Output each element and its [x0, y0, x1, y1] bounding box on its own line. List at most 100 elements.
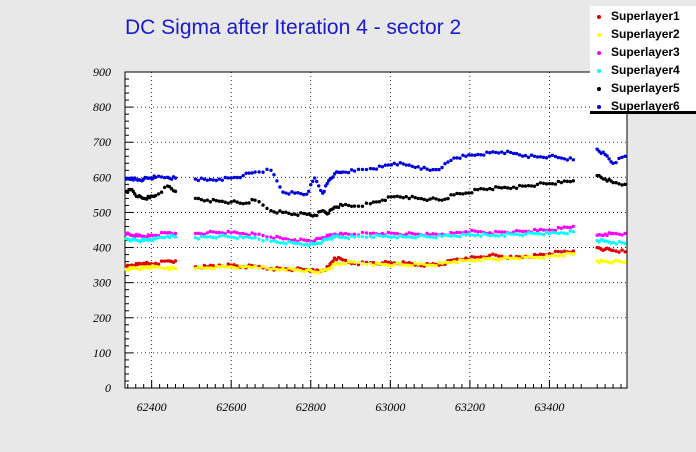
data-point	[173, 235, 178, 239]
data-point	[343, 231, 348, 236]
data-point	[514, 232, 519, 236]
data-point	[125, 190, 130, 195]
data-point	[395, 261, 399, 265]
data-point	[511, 232, 516, 236]
data-point	[416, 262, 420, 267]
data-point	[562, 231, 567, 235]
data-point	[229, 265, 233, 269]
data-point	[217, 177, 221, 181]
data-point	[502, 255, 507, 259]
legend-label: Superlayer2	[611, 27, 680, 41]
data-point	[211, 197, 216, 202]
data-point	[329, 237, 334, 241]
data-point	[488, 151, 492, 155]
data-point	[360, 167, 365, 172]
data-point	[526, 254, 531, 259]
data-point	[523, 232, 528, 236]
data-point	[494, 257, 498, 262]
data-point	[299, 242, 303, 246]
data-point	[395, 163, 399, 167]
data-point	[275, 211, 279, 215]
data-point	[467, 191, 471, 195]
data-point	[532, 154, 537, 158]
data-point	[159, 175, 164, 179]
data-point	[404, 163, 408, 167]
data-point	[238, 201, 242, 205]
data-point	[419, 261, 423, 266]
data-point	[511, 185, 516, 189]
data-point	[473, 229, 477, 233]
data-point	[497, 185, 501, 190]
data-point	[211, 266, 216, 271]
data-point	[623, 154, 627, 158]
data-point	[205, 198, 210, 202]
data-point	[514, 151, 519, 156]
data-point	[278, 209, 282, 213]
data-point	[434, 236, 438, 240]
y-tick-label: 100	[93, 346, 111, 360]
data-point	[523, 184, 528, 188]
data-point	[455, 230, 459, 235]
data-point	[488, 257, 492, 261]
data-point	[482, 232, 486, 236]
data-point	[257, 232, 261, 236]
data-point	[422, 165, 426, 170]
data-point	[458, 230, 462, 235]
data-point	[541, 252, 546, 257]
data-point	[401, 195, 405, 200]
data-point	[247, 235, 251, 240]
data-point	[226, 176, 230, 180]
data-point	[220, 178, 224, 182]
data-point	[547, 154, 552, 158]
data-point	[226, 265, 230, 269]
data-point	[364, 235, 369, 239]
data-point	[352, 204, 357, 208]
data-point	[473, 255, 477, 259]
data-point	[377, 164, 382, 168]
data-point	[620, 233, 624, 237]
data-point	[235, 175, 239, 180]
data-point	[196, 196, 201, 201]
data-point	[241, 231, 245, 236]
data-point	[261, 239, 265, 243]
legend-marker	[597, 33, 601, 37]
data-point	[559, 156, 564, 160]
data-point	[476, 255, 480, 260]
data-point	[173, 176, 178, 180]
data-point	[269, 208, 273, 213]
data-point	[360, 204, 365, 208]
data-point	[331, 175, 335, 179]
data-point	[413, 195, 417, 200]
data-point	[485, 257, 489, 261]
data-point	[434, 263, 438, 268]
data-point	[502, 151, 507, 156]
data-point	[401, 234, 405, 239]
data-point	[244, 201, 248, 205]
data-point	[461, 232, 465, 236]
data-point	[541, 181, 546, 186]
data-point	[368, 231, 373, 236]
data-point	[349, 234, 354, 238]
data-point	[377, 200, 382, 204]
data-point	[407, 163, 411, 167]
data-point	[290, 190, 294, 194]
data-point	[220, 199, 224, 204]
data-point	[250, 236, 254, 240]
data-point	[232, 263, 236, 267]
data-point	[205, 235, 210, 239]
data-point	[514, 186, 519, 191]
data-point	[241, 236, 245, 240]
data-point	[229, 200, 233, 204]
data-point	[253, 264, 257, 269]
data-point	[614, 242, 618, 246]
data-point	[287, 192, 291, 196]
data-point	[386, 234, 391, 239]
data-point	[464, 154, 468, 158]
data-point	[352, 232, 357, 236]
data-point	[410, 264, 414, 268]
data-point	[386, 195, 391, 199]
data-point	[455, 191, 459, 196]
data-point	[326, 211, 331, 215]
data-point	[380, 231, 385, 236]
data-point	[253, 232, 257, 236]
